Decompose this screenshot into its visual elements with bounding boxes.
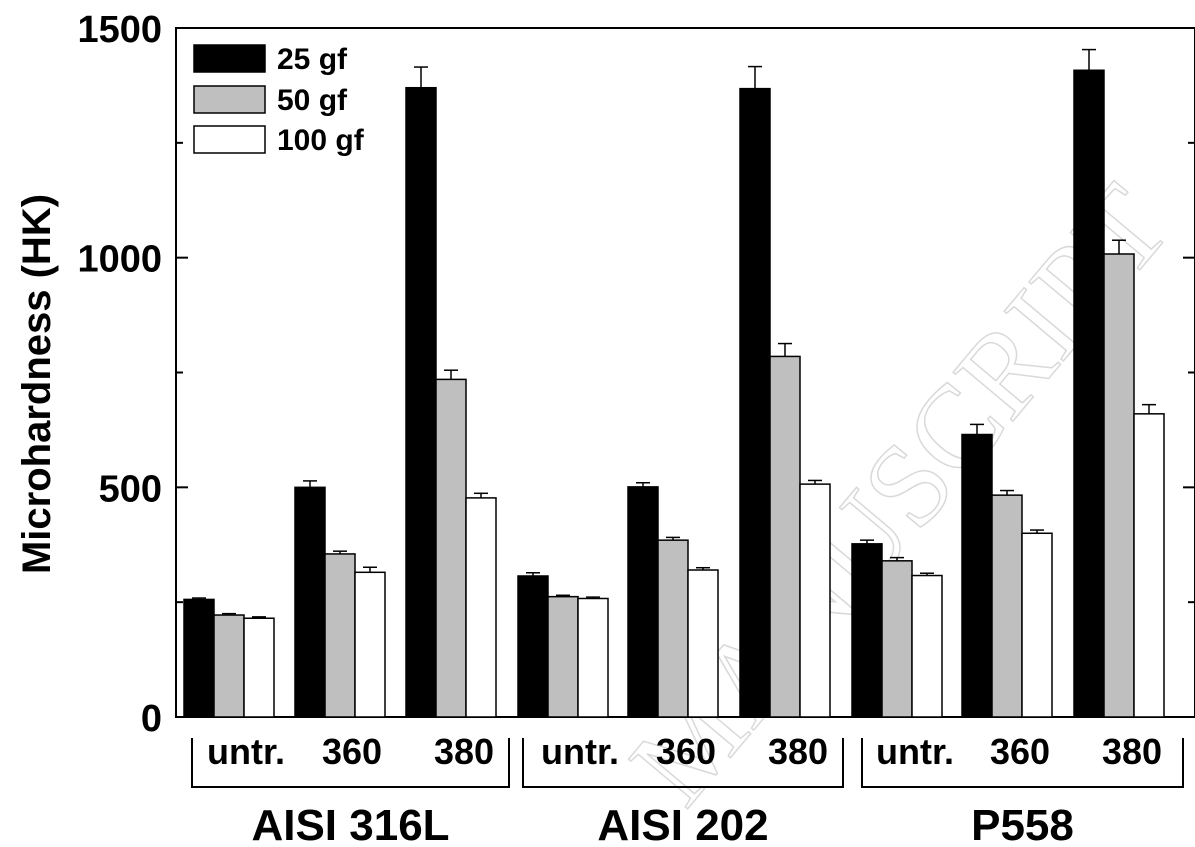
bar bbox=[517, 575, 549, 718]
condition-label: 380 bbox=[1102, 731, 1162, 772]
legend-label: 50 gf bbox=[277, 84, 348, 117]
condition-label: untr. bbox=[541, 731, 619, 772]
condition-label: 360 bbox=[322, 731, 382, 772]
group-bracket bbox=[861, 738, 1184, 788]
group-bracket bbox=[522, 738, 844, 788]
condition-label: untr. bbox=[876, 731, 954, 772]
legend-swatch bbox=[193, 125, 266, 154]
bar bbox=[213, 614, 245, 718]
condition-label: 380 bbox=[434, 731, 494, 772]
bar bbox=[405, 86, 437, 718]
y-tick-label: 0 bbox=[141, 698, 162, 740]
group-bracket bbox=[191, 738, 510, 788]
group-label: P558 bbox=[971, 801, 1074, 847]
bar bbox=[1103, 253, 1135, 718]
bar bbox=[183, 598, 215, 718]
bar bbox=[1073, 69, 1105, 718]
condition-label: 360 bbox=[656, 731, 716, 772]
condition-label: untr. bbox=[207, 731, 285, 772]
bar bbox=[354, 571, 386, 718]
bar bbox=[627, 486, 659, 718]
y-tick-label: 1000 bbox=[77, 239, 162, 281]
bar bbox=[1133, 413, 1165, 718]
bar bbox=[294, 486, 326, 718]
legend-label: 100 gf bbox=[277, 124, 365, 157]
bar bbox=[961, 433, 993, 718]
legend-swatch bbox=[193, 85, 266, 114]
legend-swatch bbox=[193, 44, 266, 73]
bar bbox=[851, 543, 883, 718]
bar bbox=[1021, 532, 1053, 718]
legend: 25 gf 50 gf 100 gf bbox=[193, 43, 365, 157]
group-label: AISI 202 bbox=[597, 801, 768, 847]
bars bbox=[183, 48, 1165, 718]
legend-label: 25 gf bbox=[277, 43, 348, 76]
bar bbox=[991, 494, 1023, 718]
condition-label: 360 bbox=[990, 731, 1050, 772]
bar bbox=[577, 597, 609, 718]
bar bbox=[799, 483, 831, 718]
bar bbox=[465, 497, 497, 718]
bar bbox=[657, 539, 689, 718]
bar bbox=[769, 355, 801, 718]
bar bbox=[243, 617, 275, 718]
y-tick-label: 500 bbox=[99, 468, 162, 510]
bar bbox=[547, 595, 579, 718]
bar bbox=[324, 553, 356, 718]
bar bbox=[687, 569, 719, 718]
bar bbox=[911, 574, 943, 718]
y-tick-label: 1500 bbox=[77, 9, 162, 51]
bar bbox=[881, 560, 913, 718]
group-label: AISI 316L bbox=[251, 801, 449, 847]
y-ticks: 0 500 1000 1500 bbox=[77, 9, 1195, 740]
bar bbox=[435, 378, 467, 718]
condition-label: 380 bbox=[768, 731, 828, 772]
y-axis-title: Microhardness (HK) bbox=[15, 194, 59, 574]
bar bbox=[739, 87, 771, 718]
